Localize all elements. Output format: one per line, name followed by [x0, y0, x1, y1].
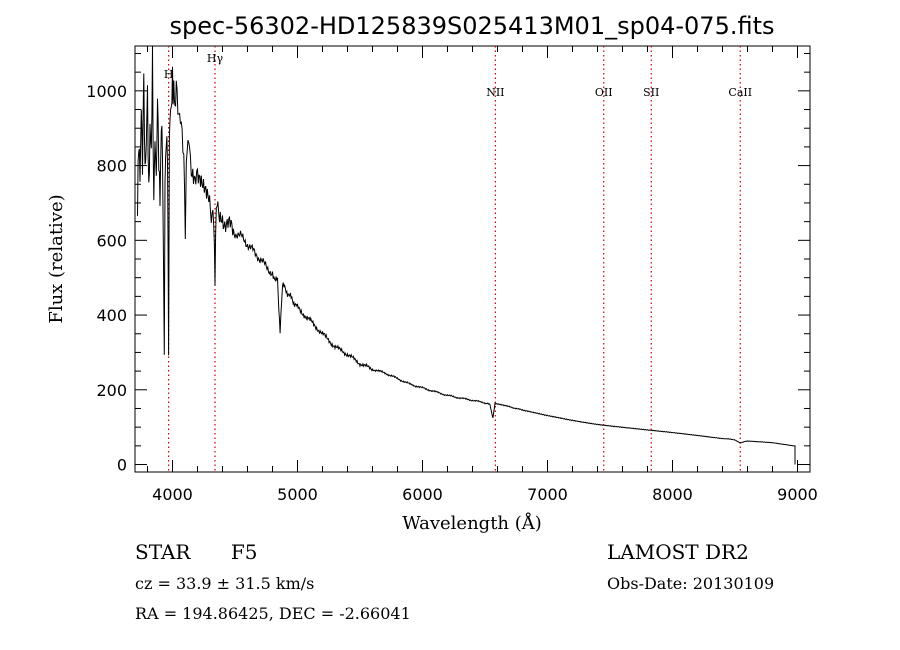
y-tick-label-1: 200: [96, 381, 127, 400]
y-axis-label: Flux (relative): [46, 194, 67, 323]
x-tick-label-2: 6000: [402, 485, 443, 504]
y-tick-label-3: 600: [96, 231, 127, 250]
y-tick-label-2: 400: [96, 306, 127, 325]
line-marker-label-2: NII: [486, 86, 504, 99]
x-tick-label-0: 4000: [152, 485, 193, 504]
object-class: STAR F5: [135, 540, 257, 564]
line-marker-label-0: H: [164, 68, 174, 81]
y-tick-label-4: 800: [96, 157, 127, 176]
y-tick-label-0: 0: [117, 456, 127, 475]
subclass-label: F5: [230, 540, 258, 564]
line-marker-label-5: CaII: [728, 86, 752, 99]
x-axis-label: Wavelength (Å): [402, 512, 542, 534]
chart-title: spec-56302-HD125839S025413M01_sp04-075.f…: [169, 12, 774, 40]
y-tick-label-5: 1000: [86, 82, 127, 101]
spectral-line-markers: H Hγ NII OII SII CaII: [164, 46, 752, 472]
spectrum-line: [137, 45, 796, 465]
line-marker-label-3: OII: [595, 86, 613, 99]
class-label: STAR: [135, 540, 191, 564]
radec-text: RA = 194.86425, DEC = -2.66041: [135, 604, 411, 623]
line-marker-label-4: SII: [643, 86, 659, 99]
x-tick-label-3: 7000: [527, 485, 568, 504]
obs-date-text: Obs-Date: 20130109: [607, 574, 775, 593]
x-tick-label-1: 5000: [277, 485, 318, 504]
x-tick-label-4: 8000: [652, 485, 693, 504]
x-tick-label-5: 9000: [777, 485, 818, 504]
line-marker-label-1: Hγ: [207, 52, 224, 65]
redshift-text: cz = 33.9 ± 31.5 km/s: [135, 574, 315, 593]
axis-ticks: 4000 5000 6000 7000 8000 9000 0 200 400 600 800 100…: [86, 46, 818, 504]
plot-frame: [134, 45, 811, 473]
survey-label: LAMOST DR2: [607, 540, 749, 564]
